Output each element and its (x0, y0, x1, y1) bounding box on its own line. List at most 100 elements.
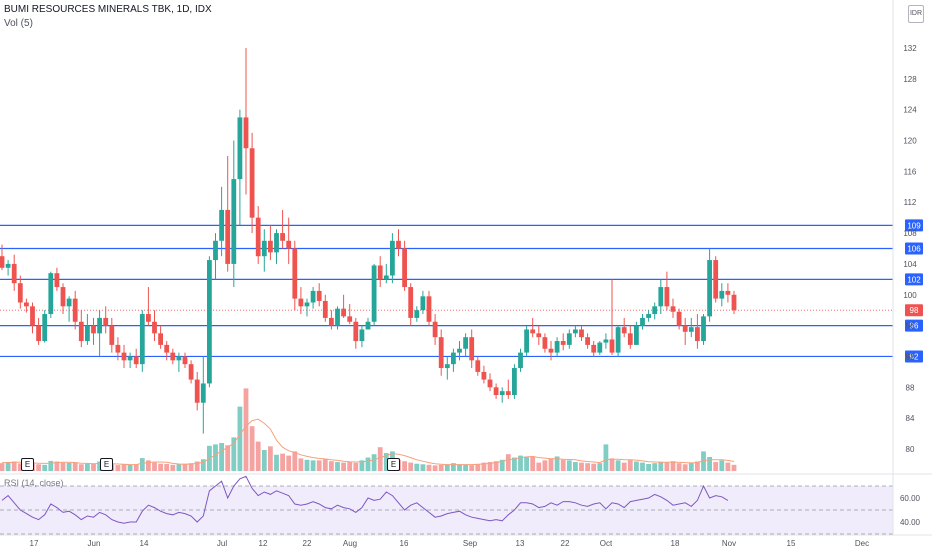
candle-body[interactable] (329, 317, 334, 326)
candle-body[interactable] (255, 217, 261, 257)
candle-body[interactable] (713, 260, 719, 299)
candle-body[interactable] (420, 296, 426, 311)
candle-body[interactable] (695, 327, 700, 342)
candle-body[interactable] (298, 298, 304, 307)
candle-body[interactable] (615, 327, 621, 353)
candle-body[interactable] (402, 248, 407, 288)
candle-body[interactable] (524, 329, 529, 353)
candle-body[interactable] (17, 283, 23, 303)
candle-body[interactable] (176, 356, 182, 361)
candle-body[interactable] (438, 337, 444, 369)
candle-body[interactable] (542, 337, 548, 349)
candle-body[interactable] (658, 287, 664, 307)
candle-body[interactable] (335, 308, 340, 326)
candle-body[interactable] (103, 317, 109, 326)
candle-body[interactable] (560, 341, 566, 345)
candle-body[interactable] (249, 148, 255, 218)
candle-body[interactable] (432, 321, 438, 338)
candle-body[interactable] (322, 300, 328, 318)
candle-body[interactable] (377, 265, 383, 280)
candle-body[interactable] (444, 364, 450, 369)
candle-body[interactable] (725, 290, 731, 295)
candle-body[interactable] (609, 339, 615, 353)
candle-body[interactable] (164, 344, 170, 353)
candle-body[interactable] (426, 296, 432, 322)
earnings-marker[interactable]: E (387, 458, 400, 471)
candle-body[interactable] (121, 352, 127, 361)
candle-body[interactable] (591, 344, 597, 353)
candle-body[interactable] (676, 311, 682, 326)
candle-body[interactable] (627, 333, 633, 345)
candle-body[interactable] (566, 333, 572, 345)
candle-body[interactable] (182, 356, 188, 365)
candle-body[interactable] (152, 321, 157, 334)
candle-body[interactable] (365, 321, 371, 330)
candle-body[interactable] (719, 290, 725, 299)
candle-body[interactable] (170, 352, 176, 361)
candle-body[interactable] (707, 260, 712, 317)
candle-body[interactable] (652, 306, 658, 315)
candle-body[interactable] (139, 314, 145, 365)
candle-body[interactable] (213, 240, 218, 261)
candle-body[interactable] (85, 325, 90, 342)
candle-body[interactable] (634, 325, 639, 345)
candle-body[interactable] (243, 117, 249, 149)
candle-body[interactable] (664, 287, 670, 307)
candle-body[interactable] (207, 260, 212, 384)
candle-body[interactable] (341, 308, 346, 317)
candle-body[interactable] (200, 383, 206, 403)
candle-body[interactable] (390, 240, 395, 276)
candle-body[interactable] (383, 275, 389, 280)
candle-body[interactable] (316, 290, 322, 301)
candle-body[interactable] (158, 333, 163, 345)
candle-body[interactable] (91, 325, 96, 334)
candle-body[interactable] (512, 368, 517, 396)
candle-body[interactable] (127, 356, 133, 361)
candle-body[interactable] (682, 325, 688, 332)
candle-body[interactable] (274, 233, 279, 253)
candle-body[interactable] (237, 117, 243, 180)
candle-body[interactable] (286, 240, 292, 249)
candle-body[interactable] (24, 302, 29, 307)
candle-body[interactable] (414, 310, 420, 318)
candle-body[interactable] (225, 209, 231, 264)
candle-body[interactable] (5, 263, 11, 268)
candle-body[interactable] (573, 329, 578, 334)
candle-body[interactable] (54, 273, 60, 288)
candle-body[interactable] (371, 265, 377, 322)
candle-body[interactable] (146, 314, 151, 322)
candle-body[interactable] (670, 306, 676, 312)
candle-body[interactable] (133, 356, 139, 365)
candle-body[interactable] (603, 339, 609, 343)
candle-body[interactable] (280, 233, 285, 241)
candle-body[interactable] (0, 256, 5, 268)
candle-body[interactable] (109, 325, 115, 345)
candle-body[interactable] (48, 273, 54, 315)
candle-body[interactable] (42, 314, 48, 342)
candle-body[interactable] (493, 387, 499, 396)
candle-body[interactable] (396, 240, 401, 249)
candle-body[interactable] (518, 352, 523, 369)
candle-body[interactable] (261, 240, 267, 257)
candle-body[interactable] (701, 316, 706, 342)
candle-body[interactable] (359, 329, 365, 342)
candle-body[interactable] (579, 329, 584, 338)
candle-body[interactable] (231, 179, 237, 264)
candle-body[interactable] (451, 352, 456, 365)
candle-body[interactable] (353, 321, 359, 342)
candle-body[interactable] (530, 329, 536, 334)
candle-body[interactable] (72, 298, 78, 322)
candle-body[interactable] (60, 287, 66, 307)
candle-body[interactable] (457, 348, 462, 353)
candle-body[interactable] (597, 342, 603, 353)
earnings-marker[interactable]: E (100, 458, 113, 471)
candle-body[interactable] (292, 248, 298, 299)
candle-body[interactable] (188, 364, 194, 380)
candle-body[interactable] (11, 263, 17, 284)
candle-body[interactable] (310, 290, 316, 303)
candle-body[interactable] (36, 325, 41, 342)
candle-body[interactable] (554, 341, 560, 353)
candle-body[interactable] (536, 333, 542, 338)
candle-body[interactable] (646, 314, 651, 318)
